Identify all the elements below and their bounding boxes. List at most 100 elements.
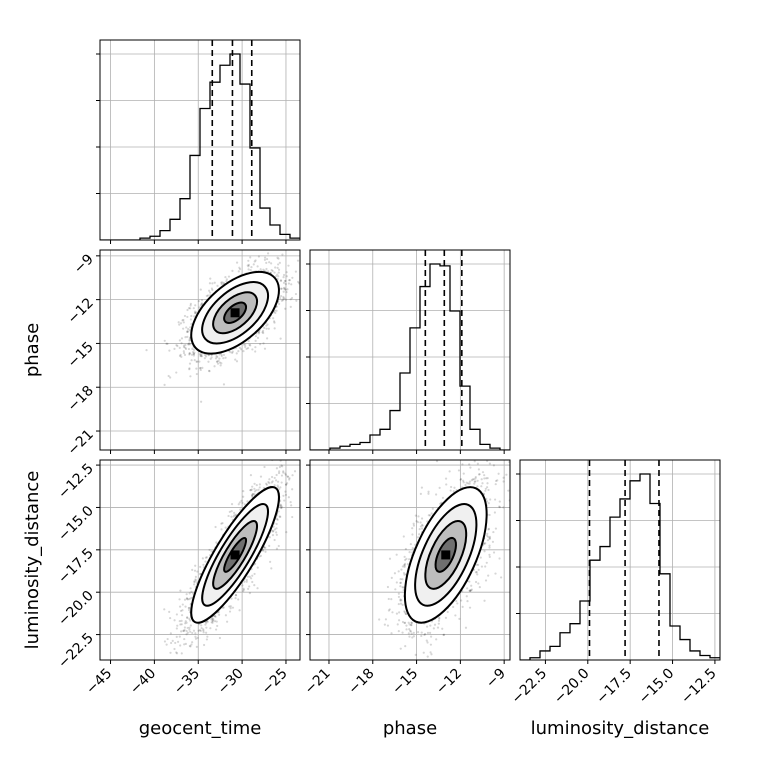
scatter-point — [254, 335, 258, 338]
scatter-point — [165, 643, 168, 646]
scatter-point — [179, 609, 183, 613]
scatter-point — [408, 623, 411, 626]
scatter-point — [250, 577, 253, 580]
scatter-point — [187, 606, 190, 610]
scatter-point — [220, 281, 223, 284]
scatter-point — [233, 514, 236, 517]
scatter-point — [301, 460, 303, 462]
scatter-point — [438, 617, 441, 620]
scatter-point — [200, 302, 204, 305]
scatter-point — [196, 636, 199, 640]
scatter-point — [477, 563, 480, 566]
scatter-point — [246, 575, 249, 578]
scatter-point — [175, 635, 178, 638]
scatter-point — [175, 613, 178, 616]
scatter-point — [224, 276, 227, 279]
scatter-point — [186, 327, 190, 331]
scatter-point — [167, 374, 170, 378]
scatter-point — [176, 624, 179, 627]
x-tick-label: −30 — [215, 666, 247, 698]
scatter-point — [270, 475, 274, 479]
scatter-point — [398, 611, 401, 614]
scatter-point — [486, 482, 489, 485]
scatter-point — [421, 523, 424, 527]
scatter-point — [282, 295, 285, 299]
scatter-point — [404, 558, 407, 562]
scatter-point — [230, 515, 233, 518]
scatter-point — [475, 563, 478, 566]
scatter-point — [252, 263, 255, 266]
scatter-point — [280, 294, 283, 298]
y-tick-label: −21 — [65, 427, 97, 459]
scatter-point — [199, 368, 202, 372]
scatter-point — [511, 485, 513, 487]
scatter-point — [485, 534, 489, 537]
scatter-point — [498, 506, 501, 509]
scatter-point — [199, 304, 202, 307]
scatter-point — [222, 383, 226, 386]
scatter-point — [263, 326, 266, 329]
scatter-point — [242, 490, 245, 493]
scatter-point — [416, 521, 420, 524]
scatter-point — [403, 621, 407, 624]
scatter-point — [409, 629, 412, 632]
scatter-point — [189, 318, 192, 321]
scatter-point — [462, 481, 465, 484]
scatter-point — [279, 504, 282, 507]
scatter-point — [420, 517, 424, 520]
scatter-point — [265, 324, 268, 327]
scatter-point — [198, 306, 201, 309]
scatter-point — [399, 599, 402, 602]
scatter-point — [192, 629, 196, 632]
scatter-point — [470, 584, 473, 587]
scatter-point — [194, 579, 197, 582]
scatter-point — [262, 549, 265, 552]
scatter-point — [175, 651, 178, 654]
scatter-point — [486, 486, 489, 489]
scatter-point — [257, 488, 260, 491]
scatter-point — [388, 608, 391, 611]
scatter-point — [464, 626, 468, 629]
scatter-point — [485, 561, 488, 564]
scatter-point — [220, 528, 223, 531]
scatter-point — [412, 635, 415, 638]
scatter-point — [488, 544, 491, 547]
scatter-point — [487, 528, 490, 531]
scatter-point — [287, 496, 290, 499]
scatter-point — [202, 643, 206, 647]
scatter-point — [271, 269, 274, 273]
scatter-point — [188, 329, 191, 332]
scatter-point — [179, 644, 182, 647]
scatter-point — [173, 347, 176, 350]
scatter-point — [283, 297, 286, 300]
scatter-point — [209, 291, 212, 294]
scatter-point — [231, 350, 234, 353]
scatter-point — [455, 599, 458, 603]
scatter-point — [242, 588, 245, 591]
scatter-point — [408, 628, 411, 631]
scatter-point — [280, 464, 283, 467]
scatter-point — [256, 336, 260, 339]
scatter-point — [211, 621, 214, 624]
scatter-point — [200, 355, 203, 358]
scatter-point — [432, 627, 435, 630]
scatter-point — [488, 536, 491, 540]
scatter-point — [283, 286, 286, 289]
scatter-point — [170, 641, 173, 645]
scatter-point — [265, 257, 269, 261]
scatter-point — [193, 315, 196, 318]
scatter-point — [199, 288, 202, 291]
scatter-point — [178, 339, 181, 342]
scatter-point — [205, 631, 208, 634]
scatter-point — [505, 473, 508, 476]
scatter-point — [249, 489, 252, 492]
scatter-point — [206, 620, 209, 623]
scatter-point — [208, 548, 211, 552]
scatter-point — [268, 261, 271, 264]
scatter-point — [251, 493, 254, 496]
scatter-point — [180, 355, 183, 358]
scatter-point — [199, 354, 202, 358]
scatter-point — [442, 633, 445, 637]
scatter-point — [184, 622, 187, 625]
y-tick-label: −9 — [71, 251, 97, 277]
